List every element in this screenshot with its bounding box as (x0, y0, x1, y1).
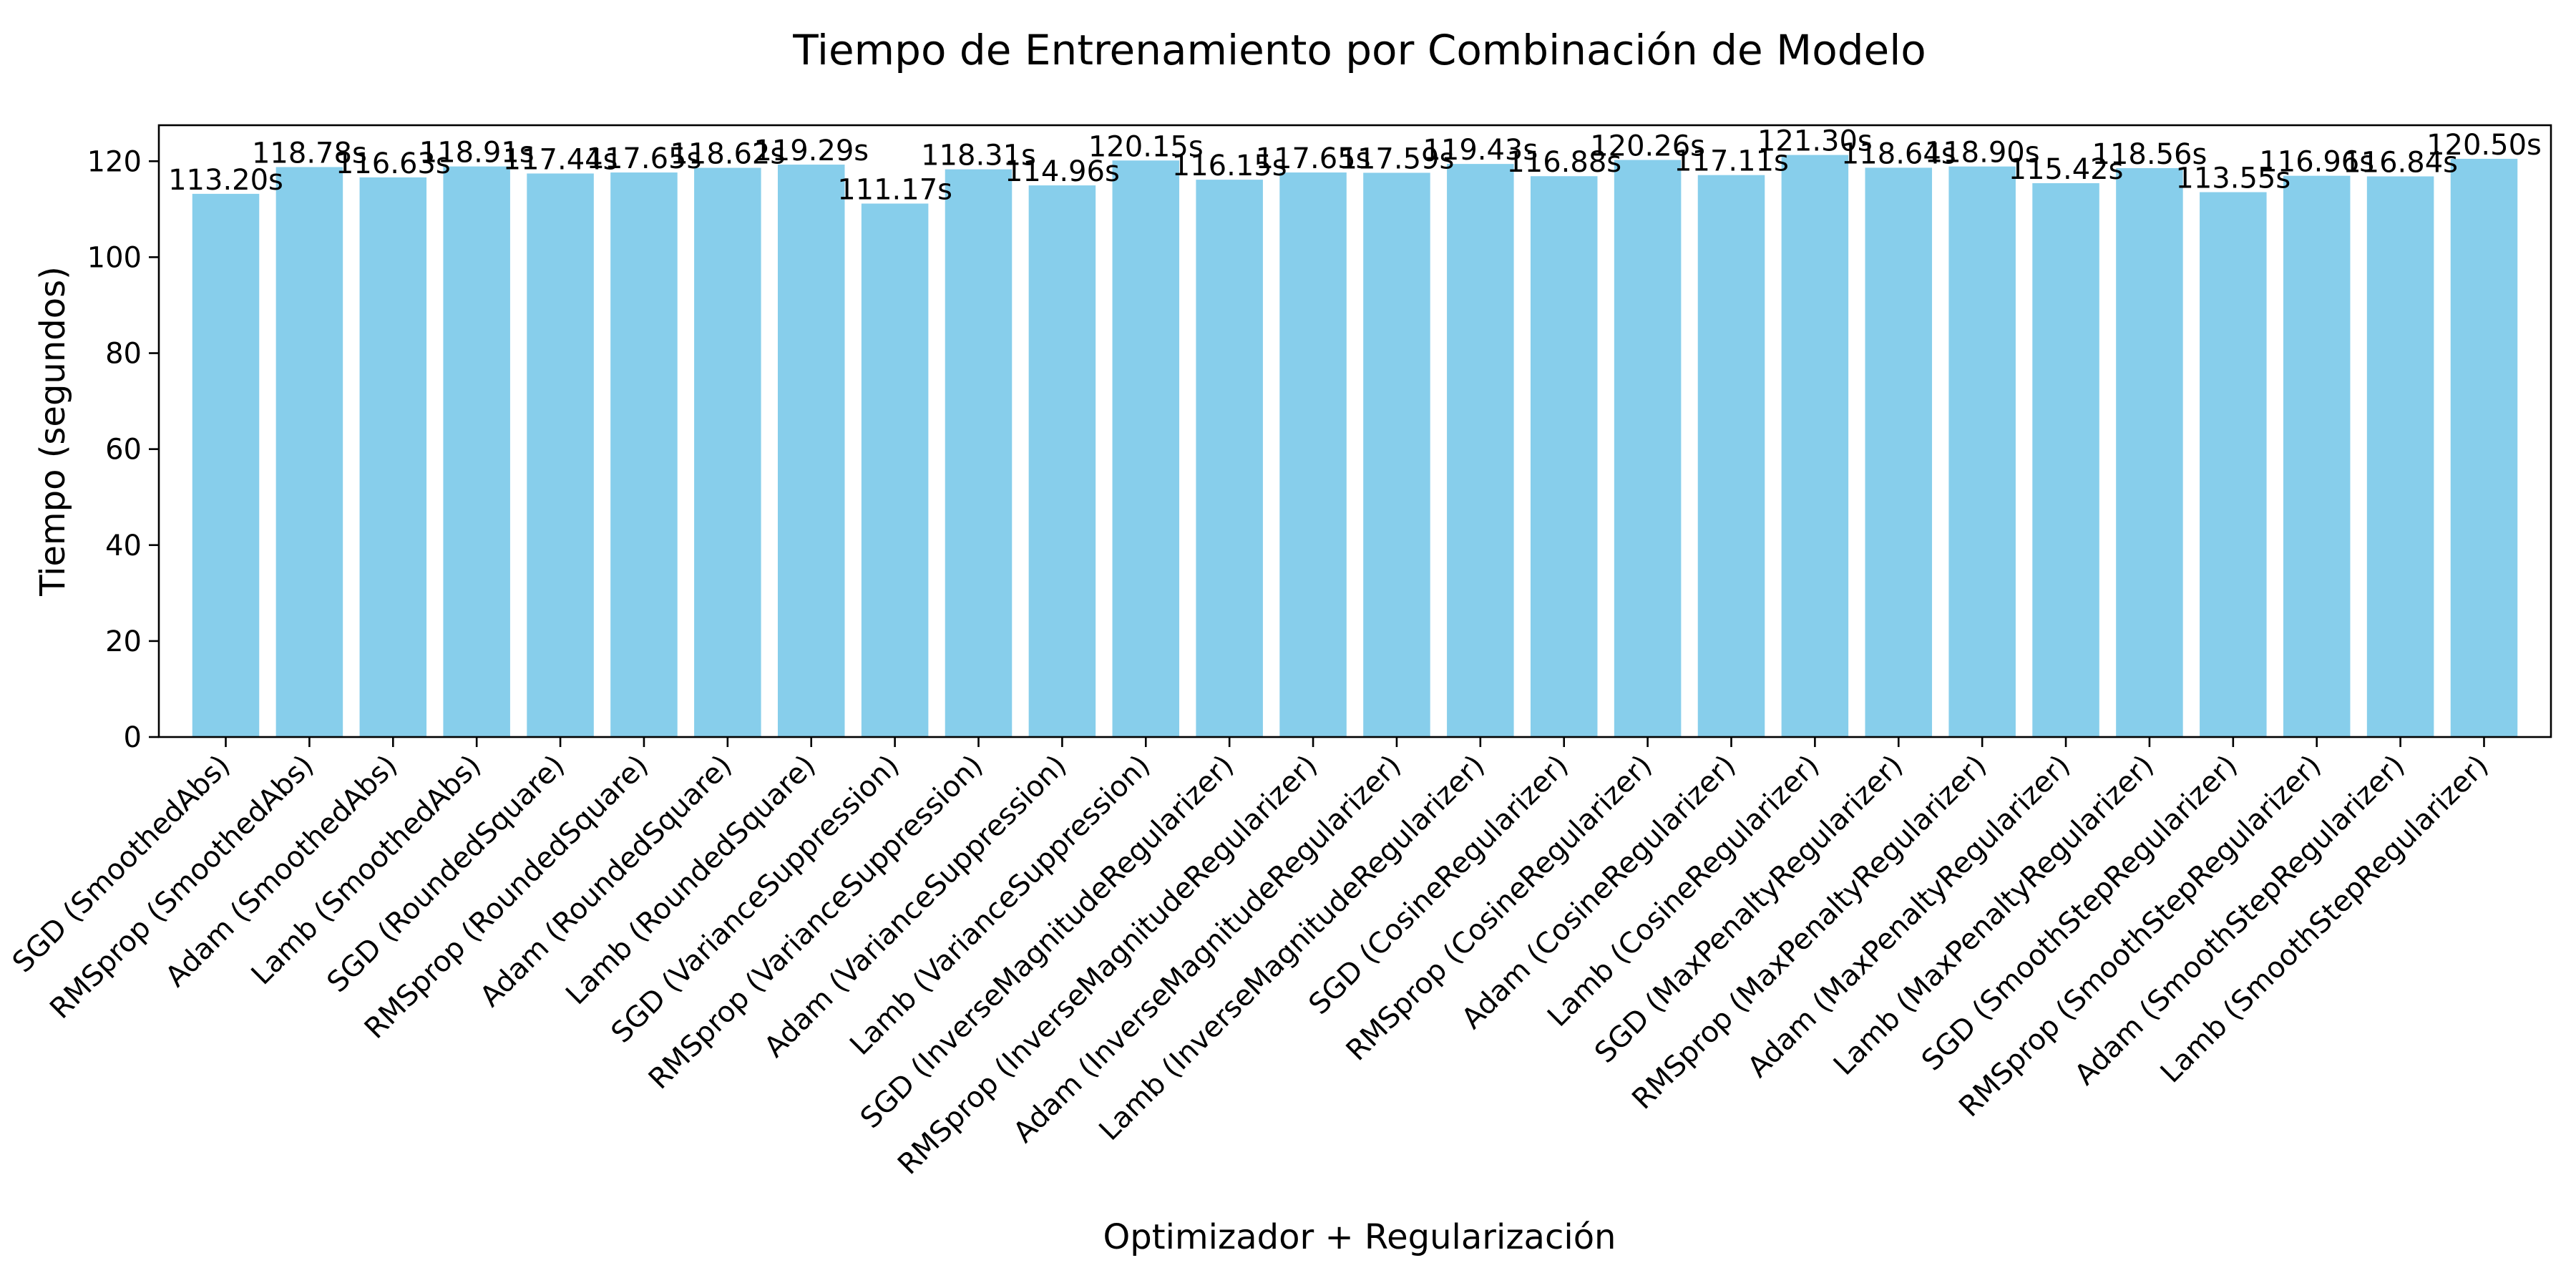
data-label: 117.65s (587, 142, 702, 175)
data-label: 120.15s (1088, 130, 1204, 163)
data-label: 119.29s (753, 135, 869, 167)
data-label: 117.65s (1256, 142, 1371, 175)
data-label: 120.50s (2426, 129, 2542, 162)
data-label: 116.15s (1172, 150, 1287, 182)
bar (1614, 160, 1682, 737)
y-tick-label: 20 (105, 625, 142, 658)
x-tick-label: SGD (MaxPenaltyRegularizer) (1589, 749, 1909, 1070)
data-label: 116.96s (2259, 146, 2374, 179)
bar (2200, 192, 2267, 737)
x-tick-label: RMSprop (CosineRegularizer) (1340, 749, 1659, 1068)
data-label: 118.31s (921, 140, 1036, 172)
data-label: 119.43s (1423, 134, 1538, 167)
plot-frame (157, 124, 2552, 738)
bar (1279, 172, 1347, 737)
data-label: 117.11s (1674, 145, 1789, 178)
bar (527, 173, 594, 737)
bar (694, 167, 761, 738)
data-label: 111.17s (837, 174, 952, 207)
bars-group (192, 155, 2518, 738)
bar (1948, 166, 2016, 737)
data-label: 120.26s (1590, 130, 1705, 163)
y-tick-label: 100 (87, 241, 142, 274)
y-tick-label: 0 (124, 721, 142, 754)
data-label: 121.30s (1757, 125, 1873, 158)
data-label: 113.20s (168, 164, 283, 197)
bar (861, 203, 929, 737)
bar (2032, 183, 2099, 737)
data-label: 114.96s (1005, 155, 1120, 188)
y-axis-title: Tiempo (segundos) (33, 266, 73, 597)
data-label: 117.59s (1340, 142, 1455, 175)
bar (1112, 160, 1180, 738)
bar (610, 172, 678, 737)
data-labels-group: 113.20s118.78s116.63s118.91s117.44s117.6… (168, 125, 2542, 207)
bar (1697, 175, 1765, 737)
x-tick-label: Adam (InverseMagnitudeRegularizer) (1007, 749, 1407, 1150)
y-tick-label: 40 (105, 530, 142, 562)
bar (1865, 167, 1933, 737)
y-tick-label: 120 (87, 145, 142, 178)
x-tick-label: Lamb (VarianceSuppression) (844, 749, 1156, 1062)
bar (2283, 175, 2351, 737)
x-axis: SGD (SmoothedAbs)RMSprop (SmoothedAbs)Ad… (6, 737, 2495, 1181)
y-axis: 0 20 40 60 80 100 120 (87, 145, 159, 754)
y-tick-label: 80 (105, 338, 142, 371)
bar (1530, 176, 1598, 737)
bar (1447, 164, 1514, 738)
bar (777, 165, 845, 737)
data-label: 118.64s (1841, 137, 1956, 170)
data-label: 118.78s (252, 137, 367, 170)
data-label: 118.56s (2092, 138, 2207, 171)
data-label: 118.90s (1925, 137, 2040, 170)
bar (1781, 155, 1849, 737)
data-label: 118.91s (419, 137, 535, 170)
y-tick-label: 60 (105, 434, 142, 467)
bar (2366, 176, 2434, 737)
bar (1028, 185, 1096, 737)
data-label: 118.62s (670, 138, 785, 171)
bar (945, 169, 1013, 737)
x-tick-label: Adam (VarianceSuppression) (758, 749, 1073, 1064)
bar (2450, 158, 2518, 738)
bar (359, 177, 427, 737)
bar (443, 166, 510, 738)
data-label: 113.55s (2175, 162, 2290, 195)
bar (2116, 167, 2183, 738)
x-tick-label: Lamb (InverseMagnitudeRegularizer) (1093, 749, 1491, 1147)
bar (1363, 172, 1430, 737)
data-label: 117.44s (503, 143, 618, 176)
x-axis-title: Optimizador + Regularización (1103, 1217, 1616, 1257)
data-label: 116.84s (2343, 146, 2458, 179)
data-label: 116.63s (336, 147, 451, 180)
bar (192, 193, 260, 737)
data-label: 115.42s (2009, 153, 2124, 186)
bar (1196, 180, 1263, 738)
bar (275, 167, 343, 738)
chart-title: Tiempo de Entrenamiento por Combinación … (792, 26, 1926, 74)
data-label: 116.88s (1506, 146, 1621, 179)
